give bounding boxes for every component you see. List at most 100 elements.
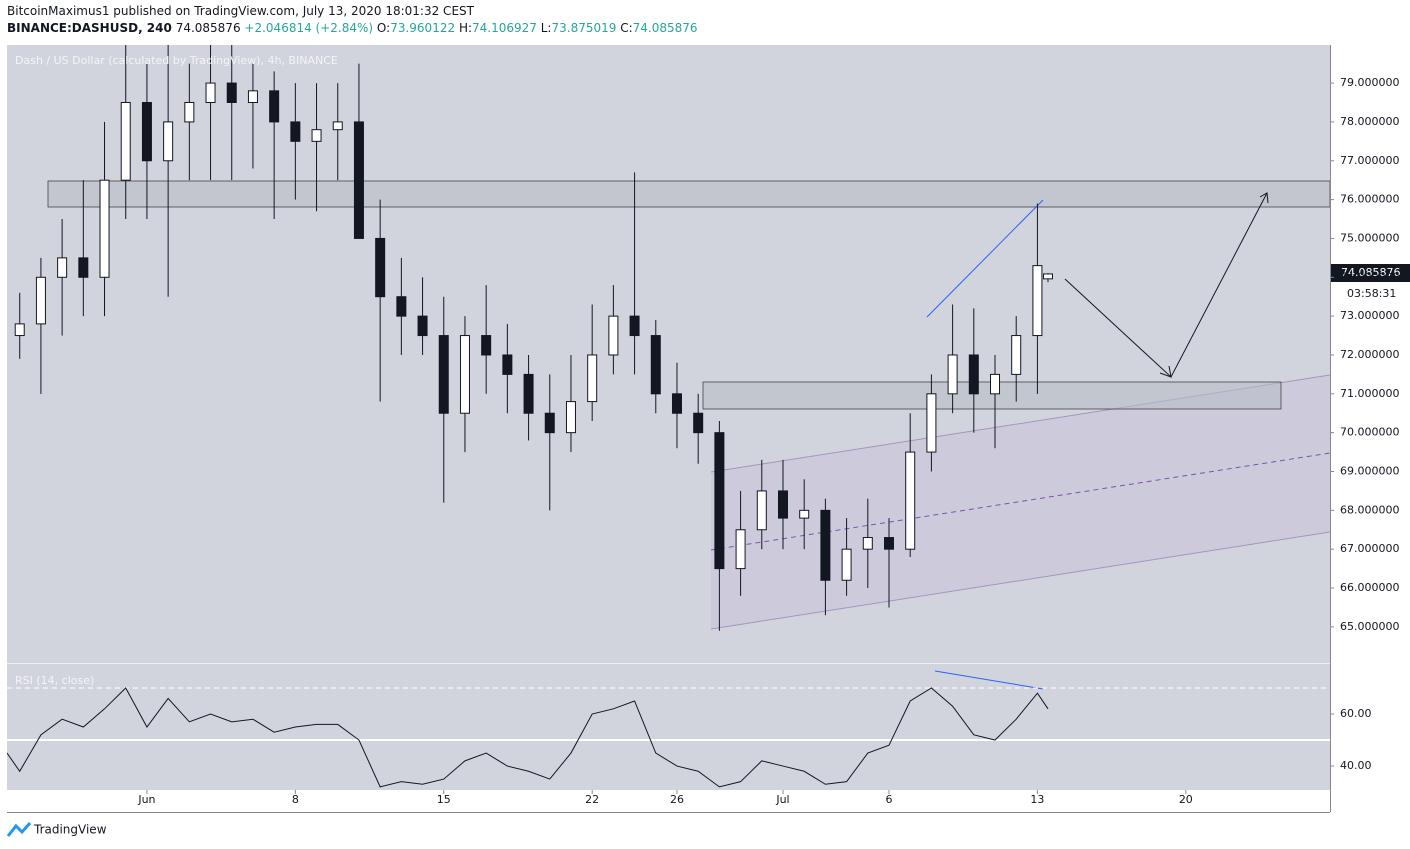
logo: [6, 822, 32, 837]
candle-body: [396, 296, 407, 317]
low: 73.875019: [551, 21, 617, 35]
candle-body: [78, 257, 89, 278]
l: L:: [540, 21, 552, 35]
rsi-line: [7, 687, 1049, 788]
y-tick-label: 76.000000: [1340, 193, 1400, 206]
open: 73.960122: [390, 21, 456, 35]
candle-body: [481, 335, 492, 356]
header: BitcoinMaximus1 published on TradingView…: [7, 3, 698, 37]
trend-line: [926, 199, 1044, 318]
candle-body: [756, 490, 767, 531]
y-tick-label: 68.000000: [1340, 503, 1400, 516]
y-tick-label: 72.000000: [1340, 348, 1400, 361]
candle-body: [799, 509, 810, 519]
arrow-head: [1259, 192, 1269, 204]
candle-body: [14, 323, 25, 337]
candle-body: [290, 121, 301, 142]
candle-body: [1032, 265, 1043, 337]
candle-body: [269, 90, 280, 123]
candle-body: [99, 179, 110, 278]
published: BitcoinMaximus1 published on TradingView…: [7, 4, 474, 18]
candle-body: [205, 82, 216, 103]
y-tick-label: 67.000000: [1340, 542, 1400, 555]
candle-body: [990, 373, 1001, 395]
x-tick-label: 26: [670, 793, 684, 806]
candle-body: [1011, 335, 1022, 375]
y-tick-label: 73.000000: [1340, 309, 1400, 322]
channel-mid: [710, 452, 1330, 551]
y-tick-label: 60.00: [1340, 707, 1372, 720]
candle-body: [947, 354, 958, 395]
candle-body: [968, 354, 979, 395]
y-tick-label: 77.000000: [1340, 154, 1400, 167]
x-tick-label: 15: [437, 793, 451, 806]
channel-top: [710, 374, 1330, 473]
candle-body: [926, 393, 937, 453]
arrow-head: [1159, 365, 1172, 378]
candle-body: [587, 354, 598, 403]
projection-path: [1064, 192, 1268, 378]
candle-body: [311, 129, 322, 142]
divergence-line: [934, 670, 1044, 690]
candle-body: [777, 490, 788, 519]
y-tick-label: 69.000000: [1340, 465, 1400, 478]
y-tick-label: 70.000000: [1340, 426, 1400, 439]
candle-body: [459, 335, 470, 414]
candle-body: [375, 237, 386, 298]
support-zone: [702, 381, 1282, 410]
candle-body: [57, 257, 68, 278]
candle-body: [247, 90, 258, 103]
candle-body: [353, 121, 364, 239]
rsi-pane: [7, 670, 1330, 788]
candle-body: [735, 529, 746, 570]
candle-body: [1043, 273, 1054, 280]
drawings: [47, 180, 1330, 630]
c: C:: [620, 21, 633, 35]
x-tick-label: 6: [886, 793, 893, 806]
candle-body: [141, 101, 152, 162]
brand: TradingView: [33, 823, 107, 837]
y-tick-label: 74.000000: [1340, 270, 1400, 283]
candle-body: [905, 451, 916, 550]
candle-body: [417, 315, 428, 337]
candle-body: [184, 101, 195, 123]
last: 74.085876: [175, 21, 241, 35]
chart-title: Dash / US Dollar (calculated by TradingV…: [15, 54, 338, 67]
candle-body: [650, 335, 661, 395]
y-tick-label: 65.000000: [1340, 620, 1400, 633]
y-tick-label: 78.000000: [1340, 115, 1400, 128]
candle-body: [884, 537, 894, 550]
candle-body: [820, 509, 831, 581]
candle-body: [693, 412, 704, 434]
last-price-tag: [1331, 264, 1410, 282]
channel-fill: [711, 375, 1330, 629]
price-pane: [14, 45, 1054, 631]
h: H:: [458, 21, 473, 35]
candle-body: [565, 401, 576, 434]
candle-body: [629, 315, 640, 337]
candle-body: [544, 412, 555, 434]
y-tick-label: 79.000000: [1340, 76, 1400, 89]
y-tick-label: 66.000000: [1340, 581, 1400, 594]
y-tick-label: 40.00: [1340, 759, 1372, 772]
x-tick-label: 8: [292, 793, 299, 806]
x-tick-label: 22: [585, 793, 599, 806]
change: +2.046814 (+2.84%): [244, 21, 374, 35]
candle-body: [438, 335, 449, 414]
close: 74.085876: [632, 21, 698, 35]
countdown: 03:58:31: [1347, 287, 1396, 300]
candle-body: [671, 393, 682, 414]
candle-body: [841, 548, 852, 581]
candle-body: [523, 373, 534, 414]
x-tick-label: Jun: [137, 793, 155, 806]
candle-body: [35, 276, 46, 325]
candle-body: [502, 354, 513, 375]
rsi-title: RSI (14, close): [15, 674, 94, 687]
x-tick-label: Jul: [775, 793, 789, 806]
symbol: BINANCE:DASHUSD, 240: [7, 21, 172, 35]
candle-body: [862, 537, 873, 550]
candle-body: [608, 315, 619, 356]
y-tick-label: 75.000000: [1340, 231, 1400, 244]
